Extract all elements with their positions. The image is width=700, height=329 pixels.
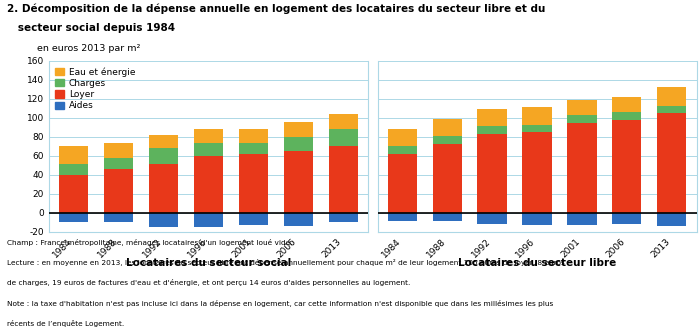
Bar [104, 213, 133, 222]
Bar [477, 126, 507, 134]
Bar [59, 146, 88, 164]
Bar [657, 88, 687, 106]
Bar [477, 134, 507, 213]
Bar [433, 119, 462, 136]
Bar [567, 115, 596, 123]
Bar [329, 114, 358, 129]
Bar [433, 213, 462, 220]
Bar [567, 123, 596, 213]
Bar [149, 135, 178, 148]
Bar [477, 109, 507, 126]
Bar [657, 106, 687, 113]
Bar [477, 213, 507, 224]
Bar [239, 129, 268, 142]
Text: en euros 2013 par m²: en euros 2013 par m² [28, 44, 141, 53]
Bar [329, 146, 358, 213]
Text: Locataires du secteur social: Locataires du secteur social [126, 258, 291, 268]
Bar [59, 213, 88, 222]
Text: Note : la taxe d'habitation n'est pas incluse ici dans la dépense en logement, c: Note : la taxe d'habitation n'est pas in… [7, 300, 553, 307]
Bar [388, 129, 416, 146]
Bar [284, 137, 313, 151]
Text: Locataires du secteur libre: Locataires du secteur libre [458, 258, 616, 268]
Bar [59, 164, 88, 175]
Bar [329, 213, 358, 222]
Legend: Eau et énergie, Charges, Loyer, Aides: Eau et énergie, Charges, Loyer, Aides [53, 65, 137, 112]
Bar [329, 129, 358, 146]
Bar [657, 213, 687, 226]
Bar [284, 122, 313, 137]
Bar [149, 164, 178, 213]
Bar [657, 113, 687, 213]
Text: secteur social depuis 1984: secteur social depuis 1984 [7, 23, 175, 33]
Bar [612, 120, 641, 213]
Bar [284, 213, 313, 226]
Text: Lecture : en moyenne en 2013, les locataires du secteur libre ont dépensé annuel: Lecture : en moyenne en 2013, les locata… [7, 259, 565, 266]
Bar [59, 175, 88, 213]
Bar [104, 142, 133, 158]
Bar [104, 158, 133, 169]
Bar [522, 125, 552, 132]
Bar [612, 213, 641, 224]
Bar [194, 129, 223, 142]
Bar [612, 112, 641, 120]
Text: de charges, 19 euros de factures d'eau et d'énergie, et ont perçu 14 euros d'aid: de charges, 19 euros de factures d'eau e… [7, 279, 410, 286]
Bar [104, 169, 133, 213]
Bar [194, 213, 223, 227]
Bar [522, 132, 552, 213]
Bar [388, 146, 416, 154]
Bar [284, 151, 313, 213]
Bar [567, 100, 596, 115]
Bar [239, 142, 268, 154]
Bar [433, 143, 462, 213]
Text: Champ : France métropolitaine, ménages locataires d'un logement loué vide.: Champ : France métropolitaine, ménages l… [7, 239, 293, 245]
Bar [149, 213, 178, 227]
Bar [194, 156, 223, 213]
Bar [388, 154, 416, 213]
Bar [194, 142, 223, 156]
Bar [522, 213, 552, 225]
Bar [149, 148, 178, 164]
Text: 2. Décomposition de la dépense annuelle en logement des locataires du secteur li: 2. Décomposition de la dépense annuelle … [7, 3, 545, 14]
Bar [388, 213, 416, 220]
Text: récents de l’enquête Logement.: récents de l’enquête Logement. [7, 320, 125, 327]
Bar [239, 213, 268, 225]
Bar [433, 136, 462, 143]
Bar [239, 154, 268, 213]
Bar [522, 108, 552, 125]
Bar [567, 213, 596, 225]
Bar [612, 97, 641, 112]
